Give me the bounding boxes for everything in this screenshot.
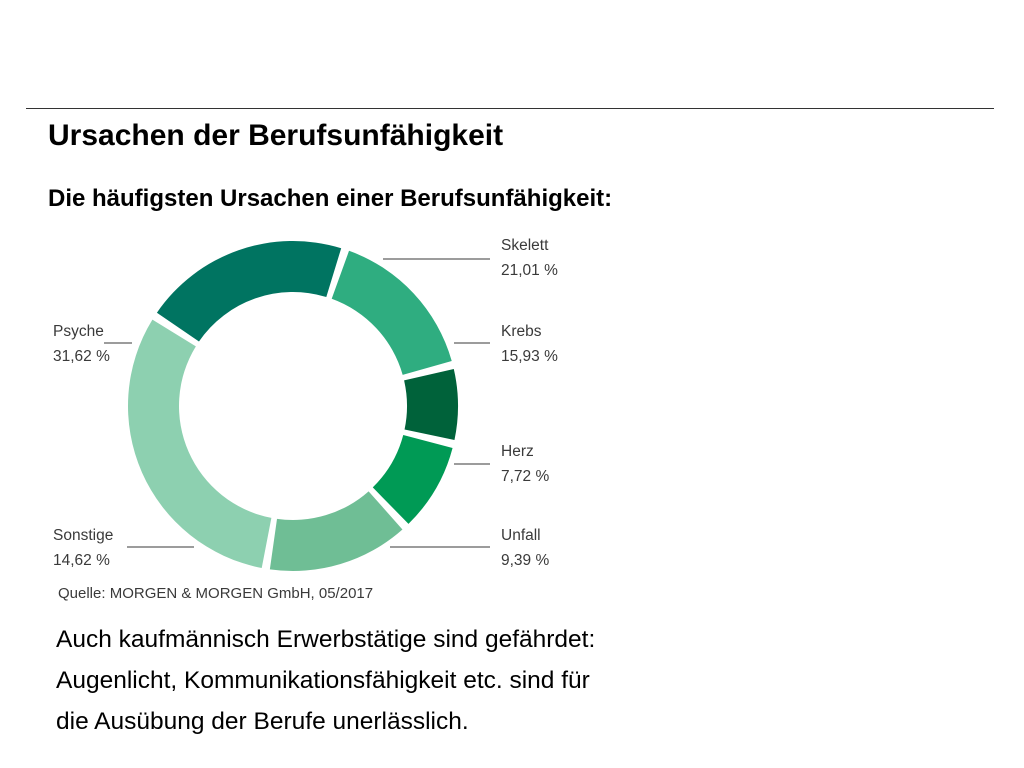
slice-value-psyche: 31,62 % [53, 348, 110, 365]
donut-slice-sonstige [269, 491, 403, 571]
donut-slice-herz [404, 368, 458, 440]
slice-label-krebs: Krebs [501, 323, 542, 340]
slice-label-psyche: Psyche [53, 323, 104, 340]
slice-label-herz: Herz [501, 443, 534, 460]
donut-slice-skelett [156, 241, 342, 342]
slice-label-unfall: Unfall [501, 527, 541, 544]
donut-slice-krebs [331, 250, 452, 375]
slice-label-sonstige: Sonstige [53, 527, 113, 544]
slide-title: Ursachen der Berufsunfähigkeit [48, 119, 504, 152]
slice-value-herz: 7,72 % [501, 468, 549, 485]
top-rule [26, 108, 994, 109]
body-line-2: Augenlicht, Kommunikationsfähigkeit etc.… [56, 667, 590, 694]
source-note: Quelle: MORGEN & MORGEN GmbH, 05/2017 [58, 585, 374, 602]
slide-subtitle: Die häufigsten Ursachen einer Berufsunfä… [48, 185, 613, 212]
body-text: Auch kaufmännisch Erwerbstätige sind gef… [56, 619, 595, 742]
body-line-1: Auch kaufmännisch Erwerbstätige sind gef… [56, 626, 596, 653]
slice-value-unfall: 9,39 % [501, 552, 549, 569]
body-line-3: die Ausübung der Berufe unerlässlich. [56, 708, 469, 735]
slice-value-sonstige: 14,62 % [53, 552, 110, 569]
donut-slice-psyche [128, 319, 272, 569]
slice-value-krebs: 15,93 % [501, 348, 558, 365]
slice-value-skelett: 21,01 % [501, 262, 558, 279]
donut-slice-unfall [372, 435, 453, 524]
slice-label-skelett: Skelett [501, 237, 549, 254]
